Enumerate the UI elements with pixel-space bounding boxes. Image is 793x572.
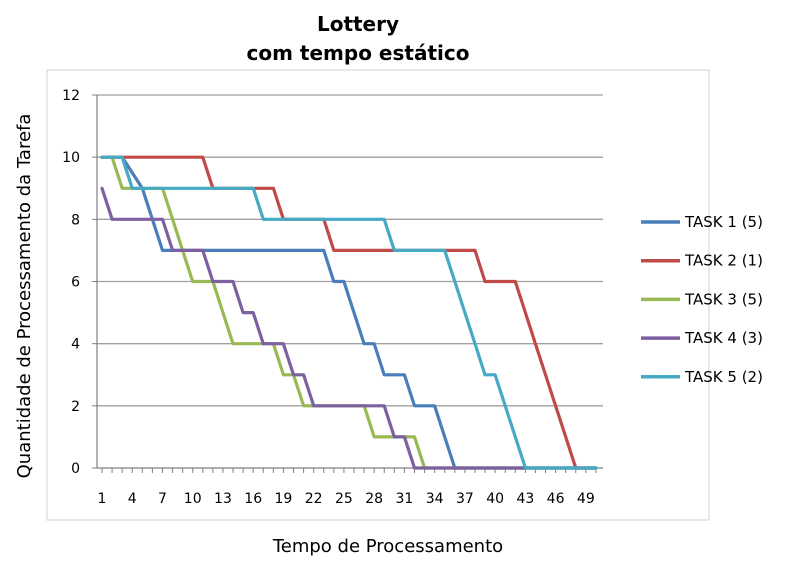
x-tick-label: 43: [516, 491, 534, 507]
x-tick-label: 1: [98, 491, 107, 507]
legend-label-task-4: TASK 4 (3): [684, 329, 763, 347]
x-tick-label: 13: [214, 491, 232, 507]
x-tick-label: 34: [426, 491, 444, 507]
x-tick-label: 19: [275, 491, 293, 507]
y-tick-label: 0: [71, 461, 80, 477]
chart-title: Lottery com tempo estático: [0, 10, 716, 68]
chart-title-line-1: Lottery: [316, 12, 400, 36]
series-line-task-2: [100, 155, 598, 470]
x-axis-title: Tempo de Processamento: [272, 536, 503, 557]
legend-label-task-3: TASK 3 (5): [684, 290, 763, 308]
x-tick-label: 37: [456, 491, 474, 507]
x-tick-label: 16: [244, 491, 262, 507]
series-lines: [100, 155, 598, 470]
x-tick-label: 40: [486, 491, 504, 507]
y-axis-title: Quantidade de Processamento da Tarefa: [14, 114, 35, 479]
legend-label-task-5: TASK 5 (2): [684, 368, 763, 386]
legend-label-task-1: TASK 1 (5): [684, 213, 763, 231]
x-tick-labels: 1 4 7 10 13 16 19 22 25 28 31 34 37 40 43 46 49: [98, 491, 595, 507]
x-tick-label: 46: [547, 491, 565, 507]
y-tick-label: 8: [71, 212, 80, 228]
y-tick-label: 2: [71, 399, 80, 415]
x-tick-label: 31: [395, 491, 413, 507]
x-tick-label: 7: [158, 491, 167, 507]
x-tick-label: 28: [365, 491, 383, 507]
chart-area-border: [46, 69, 710, 521]
y-tick-labels: 0 2 4 6 8 10 12: [62, 88, 80, 477]
series-line-task-3: [100, 155, 598, 470]
y-tick-label: 10: [62, 150, 80, 166]
x-tick-label: 49: [577, 491, 595, 507]
x-tick-label: 4: [128, 491, 137, 507]
y-tick-label: 6: [71, 275, 80, 291]
chart-title-line-2: com tempo estático: [246, 41, 470, 65]
x-tick-label: 25: [335, 491, 353, 507]
series-line-task-1: [100, 155, 598, 470]
axes: [96, 95, 603, 473]
x-tick-label: 22: [305, 491, 323, 507]
x-tick-label: 10: [184, 491, 202, 507]
legend-label-task-2: TASK 2 (1): [684, 252, 763, 270]
series-line-task-5: [100, 155, 598, 470]
y-tick-label: 4: [71, 337, 80, 353]
legend: TASK 1 (5) TASK 2 (1) TASK 3 (5) TASK 4 (3)…: [641, 213, 763, 386]
gridlines: [92, 94, 603, 469]
series-line-task-4: [100, 186, 598, 470]
y-tick-label: 12: [62, 88, 80, 104]
